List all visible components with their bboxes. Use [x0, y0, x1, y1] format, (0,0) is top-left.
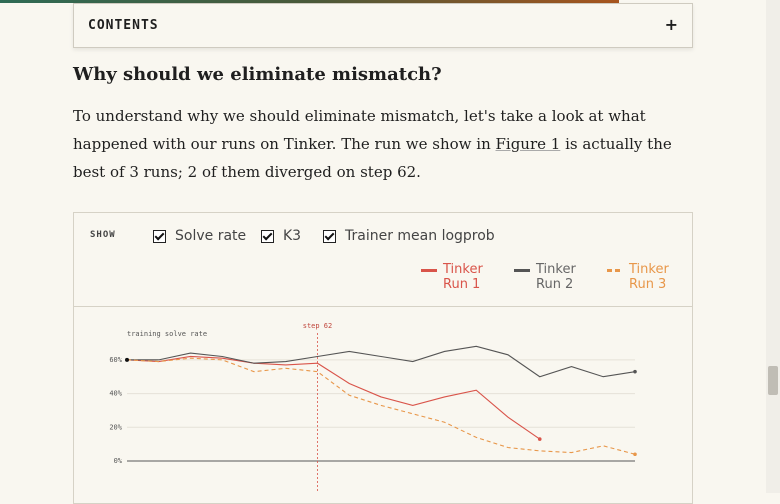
y-tick-label: 40%	[109, 390, 122, 398]
checkbox-box[interactable]	[153, 229, 166, 243]
contents-label: CONTENTS	[88, 18, 159, 33]
series-line	[127, 345, 636, 378]
legend-item: Tinker Run 2	[514, 262, 582, 292]
legend-swatch	[514, 269, 530, 272]
expand-icon[interactable]: +	[664, 15, 678, 34]
start-point	[125, 357, 129, 362]
figure-link[interactable]: Figure 1	[495, 135, 561, 153]
y-tick-label: 60%	[109, 356, 122, 364]
legend-label: Tinker Run 2	[536, 262, 576, 292]
end-point	[633, 369, 637, 374]
legend-swatch	[421, 269, 437, 272]
y-tick-label: 0%	[114, 457, 123, 465]
checkbox-label: Trainer mean logprob	[345, 228, 495, 244]
series-line	[126, 355, 541, 440]
heading: Why should we eliminate mismatch?	[73, 64, 442, 85]
end-point	[537, 437, 542, 441]
legend-item: Tinker Run 1	[421, 262, 489, 292]
legend-label: Tinker Run 3	[629, 262, 669, 292]
checkbox[interactable]: Trainer mean logprob	[323, 228, 495, 244]
legend-item: Tinker Run 3	[607, 262, 675, 292]
checkbox-box[interactable]	[261, 229, 274, 243]
paragraph: To understand why we should eliminate mi…	[73, 102, 683, 186]
text: To understand why we should eliminate mi…	[73, 107, 646, 153]
legend-label: Tinker Run 1	[443, 262, 483, 292]
legend-swatch	[607, 269, 623, 272]
scrollbar[interactable]	[766, 0, 780, 493]
y-tick-label: 20%	[109, 423, 122, 431]
contents-toggle[interactable]: CONTENTS +	[73, 3, 693, 48]
show-label: SHOW	[90, 230, 116, 240]
annotation-label: step 62	[303, 322, 333, 330]
controls: SHOW Solve rate K3 Trainer mean logprob …	[74, 213, 692, 307]
figure-panel: SHOW Solve rate K3 Trainer mean logprob …	[73, 212, 693, 504]
checkbox-box[interactable]	[323, 229, 336, 243]
scrollbar-thumb[interactable]	[768, 366, 778, 395]
checkbox[interactable]: K3	[261, 228, 301, 244]
checkbox[interactable]: Solve rate	[153, 228, 246, 244]
series-line	[126, 357, 636, 455]
end-point	[633, 452, 637, 457]
progress-bar	[0, 0, 619, 3]
checkbox-label: Solve rate	[175, 228, 247, 244]
checkbox-label: K3	[283, 228, 302, 244]
page: {"contents":{"label":"CONTENTS","toggle"…	[0, 0, 780, 493]
chart-title: training solve rate	[127, 330, 207, 338]
chart: training solve rate 0% 20% 40% 60% step 62	[109, 322, 637, 493]
text: is actually the best of 3 runs; 2 of the…	[73, 135, 672, 181]
